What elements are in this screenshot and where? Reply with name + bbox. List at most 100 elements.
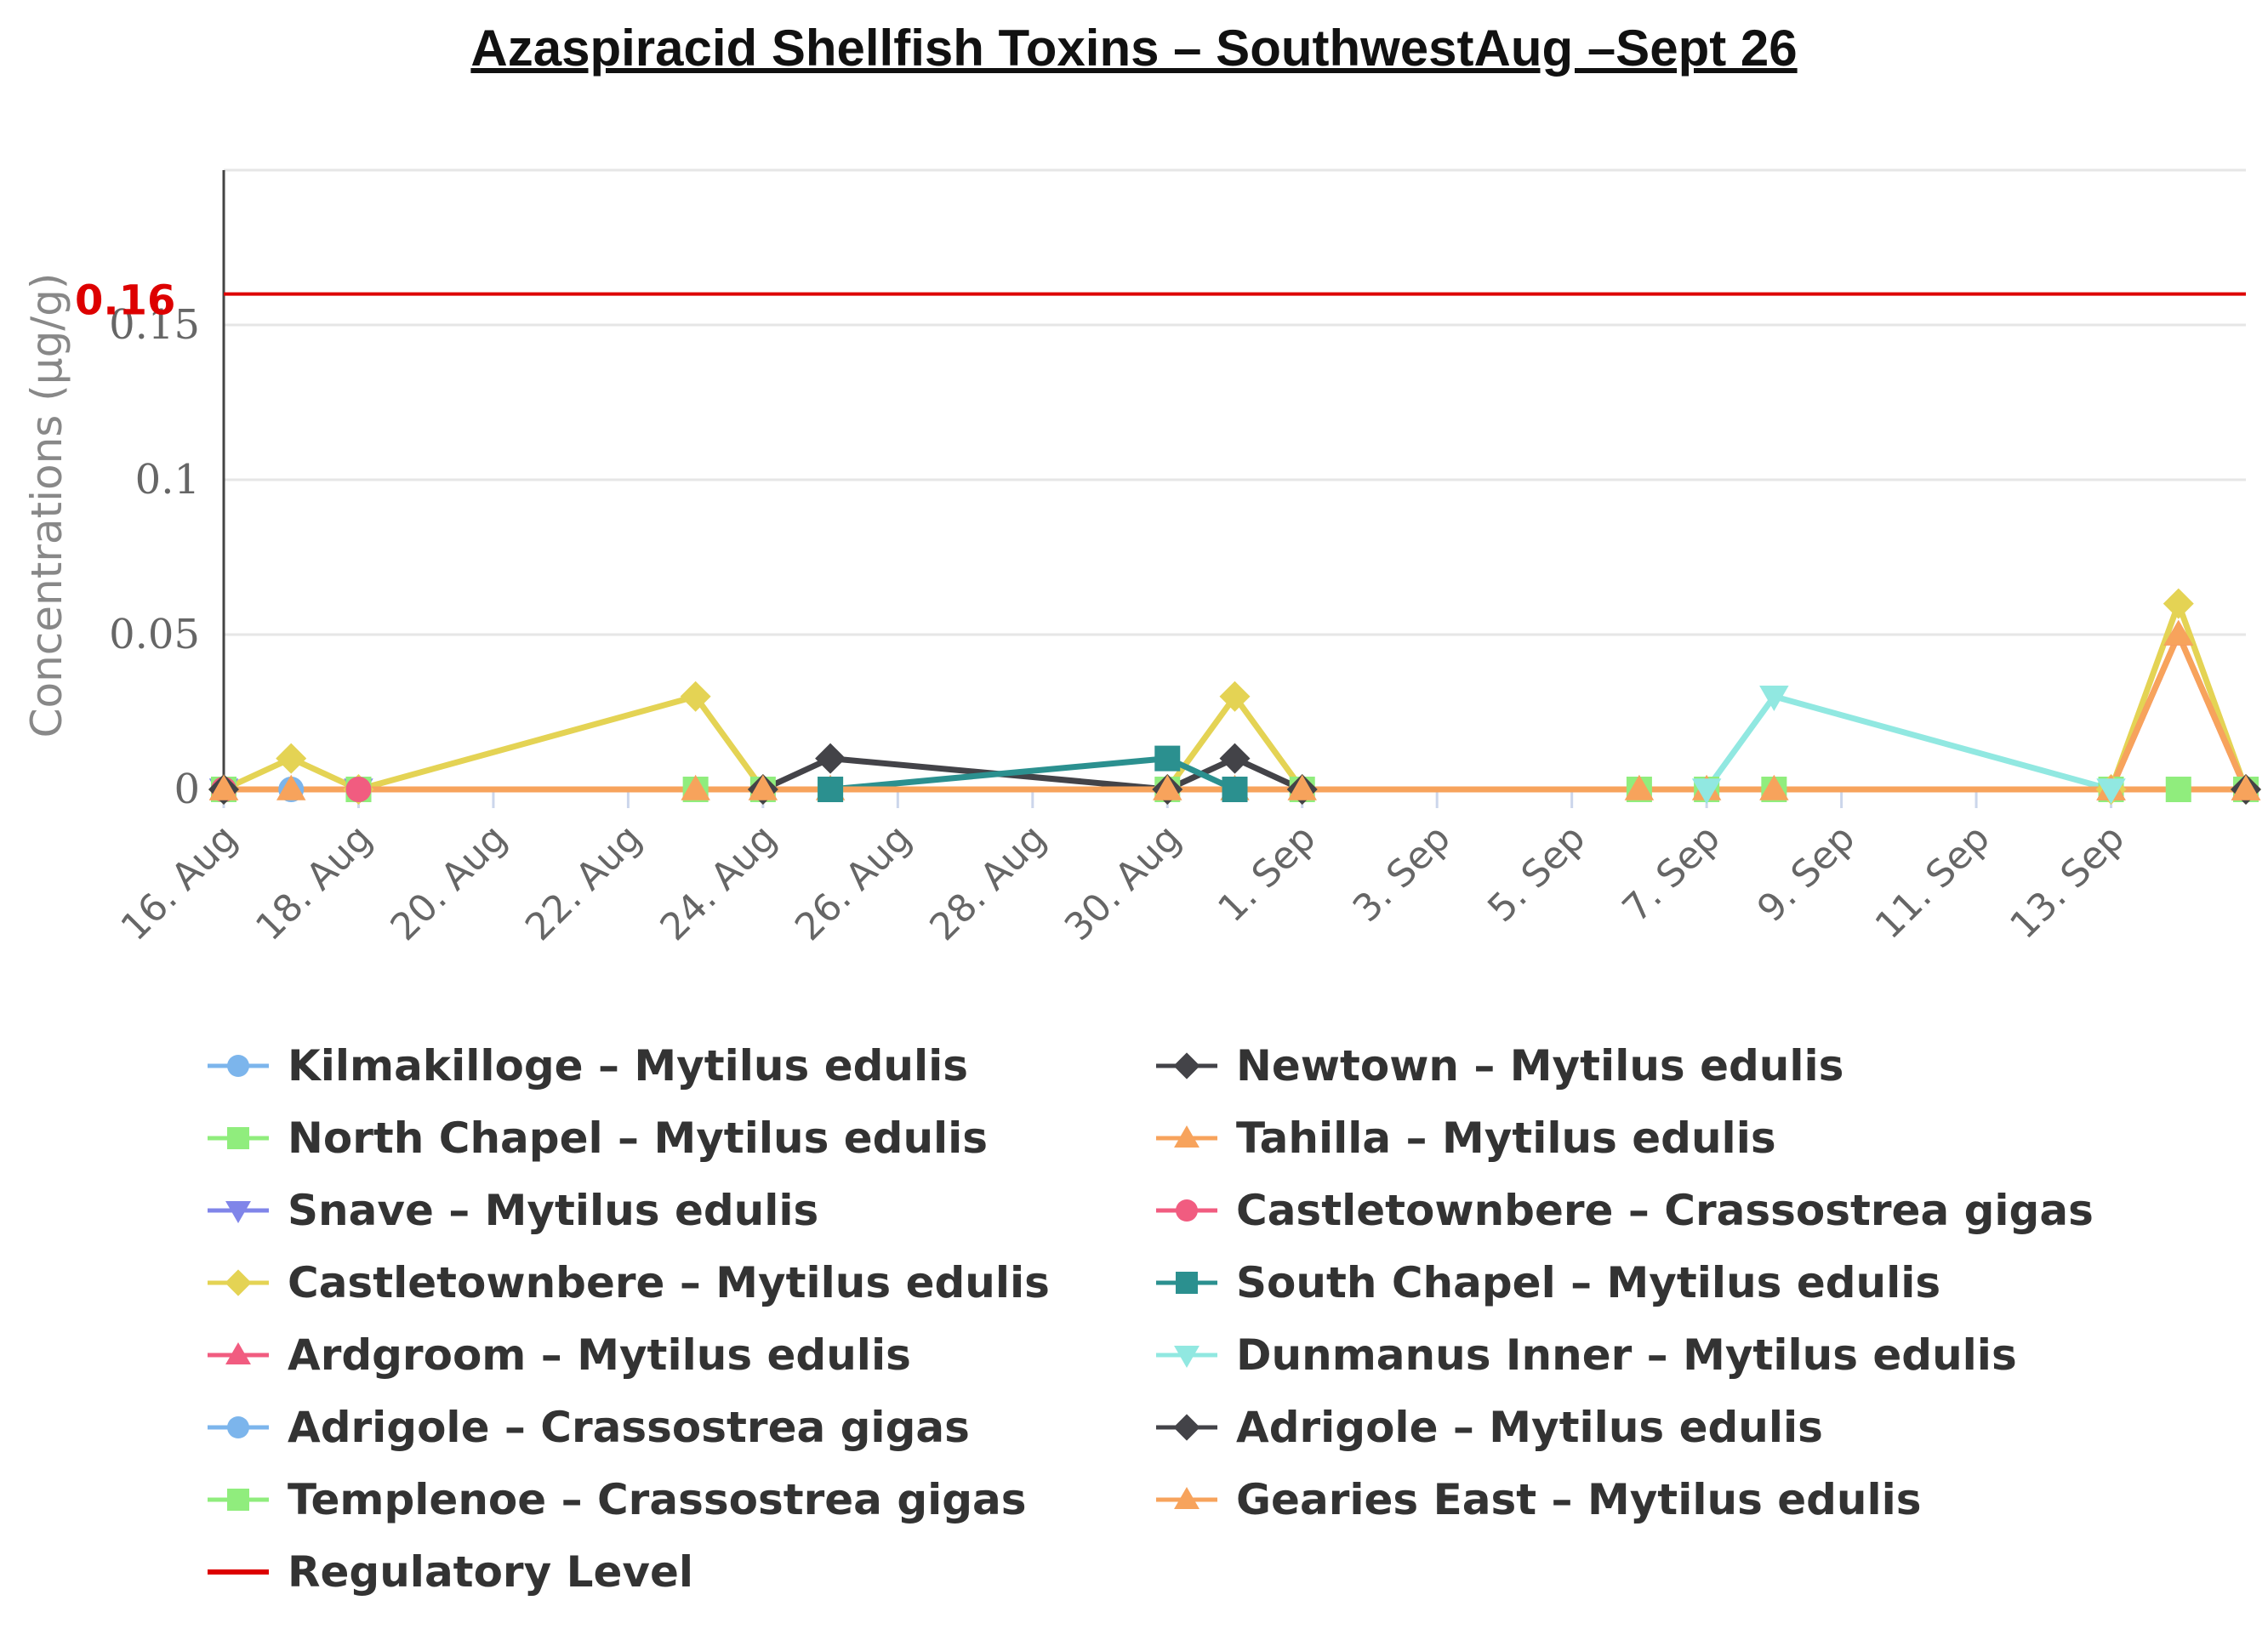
legend-item-south-chapel-mytilus-edulis[interactable]: South Chapel – Mytilus edulis (1153, 1246, 2088, 1319)
legend-marker-icon (1174, 1125, 1200, 1148)
legend-marker-icon (227, 1415, 249, 1438)
legend-symbol-icon (208, 1415, 269, 1438)
x-tick-label: 30. Aug (1057, 817, 1189, 949)
y-tick-label: 0.15 (109, 301, 200, 349)
y-axis-label: Concentrations (µg/g) (22, 273, 71, 738)
legend-symbol-icon (208, 1341, 269, 1364)
legend-item-templenoe-crassostrea-gigas[interactable]: Templenoe – Crassostrea gigas (204, 1463, 1140, 1535)
x-tick-label: 5. Sep (1479, 817, 1593, 931)
data-point-tahilla-mytilus-edulis (748, 774, 778, 800)
legend-marker-icon (225, 1268, 252, 1296)
legend-label: Gearies East – Mytilus edulis (1236, 1474, 1922, 1524)
y-tick-label: 0.1 (135, 456, 200, 504)
x-tick-label: 7. Sep (1615, 817, 1729, 931)
legend-symbol-icon (1156, 1199, 1217, 1222)
legend-label: Adrigole – Mytilus edulis (1236, 1402, 1823, 1452)
data-point-south-chapel-mytilus-edulis (818, 777, 844, 802)
legend-item-ardgroom-mytilus-edulis[interactable]: Ardgroom – Mytilus edulis (204, 1319, 1140, 1391)
data-point-tahilla-mytilus-edulis (1287, 774, 1317, 800)
data-point-newtown-mytilus-edulis (815, 743, 846, 774)
legend-marker-icon (1173, 1051, 1200, 1079)
legend-symbol-icon (208, 1054, 269, 1077)
x-tick-label: 9. Sep (1749, 817, 1863, 931)
data-point-tahilla-mytilus-edulis (2163, 619, 2194, 646)
data-point-tahilla-mytilus-edulis (681, 774, 710, 800)
legend-label: North Chapel – Mytilus edulis (288, 1113, 989, 1163)
legend-left-column: Kilmakilloge – Mytilus edulis North Chape… (204, 1029, 1140, 1608)
legend-marker-icon (1173, 1413, 1200, 1441)
legend-item-castletownbere-mytilus-edulis[interactable]: Castletownbere – Mytilus edulis (204, 1246, 1140, 1319)
legend-marker-icon (1174, 1486, 1200, 1509)
x-tick-label: 24. Aug (652, 817, 784, 949)
legend-symbol-icon (208, 1200, 269, 1223)
legend-item-castletownbere-crassostrea-gigas[interactable]: Castletownbere – Crassostrea gigas (1153, 1174, 2094, 1246)
data-point-tahilla-mytilus-edulis (1624, 774, 1655, 800)
legend-item-adrigole-mytilus-edulis[interactable]: Adrigole – Mytilus edulis (1153, 1391, 2088, 1463)
legend-item-dunmanus-inner-mytilus-edulis[interactable]: Dunmanus Inner – Mytilus edulis (1153, 1319, 2088, 1391)
x-tick-label: 18. Aug (248, 817, 380, 949)
legend-item-adrigole-crassostrea-gigas[interactable]: Adrigole – Crassostrea gigas (204, 1391, 1140, 1463)
legend-label: Ardgroom – Mytilus edulis (288, 1330, 911, 1380)
legend-item-gearies-east-mytilus-edulis[interactable]: Gearies East – Mytilus edulis (1153, 1463, 2088, 1535)
data-point-castletownbere-mytilus-edulis (276, 743, 307, 774)
legend-marker-icon (1176, 1271, 1198, 1294)
legend-symbol-icon (1156, 1345, 1217, 1368)
legend-right-column: Newtown – Mytilus edulis Tahilla – Mytilu… (1153, 1029, 2094, 1535)
legend-symbol-icon (1156, 1413, 1217, 1441)
legend-symbol-icon (208, 1488, 269, 1511)
gridlines (224, 168, 2246, 636)
legend-symbol-icon (208, 1569, 269, 1575)
data-point-south-chapel-mytilus-edulis (1154, 745, 1181, 772)
legend-label: Kilmakilloge – Mytilus edulis (288, 1040, 969, 1091)
regulatory-level-value-label: 0.16 (75, 277, 175, 325)
x-tick-label: 22. Aug (517, 817, 650, 949)
legend-symbol-icon (1156, 1051, 1217, 1079)
x-tick-label: 1. Sep (1210, 817, 1324, 931)
legend-label: Castletownbere – Crassostrea gigas (1236, 1185, 2094, 1235)
legend-label: Templenoe – Crassostrea gigas (288, 1474, 1027, 1524)
legend-item-snave-mytilus-edulis[interactable]: Snave – Mytilus edulis (204, 1174, 1140, 1246)
legend-item-kilmakilloge-mytilus-edulis[interactable]: Kilmakilloge – Mytilus edulis (204, 1029, 1140, 1102)
legend-item-north-chapel-mytilus-edulis[interactable]: North Chapel – Mytilus edulis (204, 1102, 1140, 1174)
legend-label: Tahilla – Mytilus edulis (1236, 1113, 1776, 1163)
data-point-tahilla-mytilus-edulis (276, 774, 306, 800)
data-point-gearies-east-mytilus-edulis (208, 774, 239, 800)
data-point-tahilla-mytilus-edulis (1153, 774, 1182, 800)
y-tick-label: 0 (174, 766, 200, 813)
data-point-dunmanus-inner-mytilus-edulis (1691, 778, 1722, 805)
x-tick-label: 28. Aug (921, 817, 1054, 949)
data-point-dunmanus-inner-mytilus-edulis (1759, 686, 1789, 712)
x-tick-label: 11. Sep (1867, 817, 1998, 948)
series-markers (208, 588, 2261, 805)
x-tick-label: 20. Aug (383, 817, 516, 949)
legend-marker-icon (227, 1054, 249, 1077)
y-tick-label: 0.05 (109, 611, 200, 658)
data-point-dunmanus-inner-mytilus-edulis (2096, 778, 2126, 805)
x-tick-label: 26. Aug (787, 817, 920, 949)
x-tick-label: 3. Sep (1345, 817, 1459, 931)
legend-marker-icon (225, 1200, 251, 1223)
legend-marker-icon (225, 1341, 251, 1364)
data-point-south-chapel-mytilus-edulis (1222, 777, 1248, 802)
series-line-dunmanus-inner-mytilus-edulis (1704, 693, 2112, 793)
legend-item-tahilla-mytilus-edulis[interactable]: Tahilla – Mytilus edulis (1153, 1102, 2088, 1174)
data-point-castletownbere-mytilus-edulis (2163, 588, 2194, 619)
chart-title: Azaspiracid Shellfish Toxins – Southwest… (470, 20, 1798, 77)
axes (222, 170, 2246, 808)
data-point-castletownbere-mytilus-edulis (1219, 681, 1251, 712)
legend-marker-icon (1174, 1345, 1200, 1368)
legend-label: Newtown – Mytilus edulis (1236, 1040, 1844, 1091)
data-point-castletownbere-crassostrea-gigas (345, 777, 372, 802)
legend-label: Dunmanus Inner – Mytilus edulis (1236, 1330, 2017, 1380)
legend-item-regulatory-level[interactable]: Regulatory Level (204, 1535, 1140, 1608)
legend-symbol-icon (1156, 1486, 1217, 1509)
legend-symbol-icon (1156, 1125, 1217, 1148)
series-lines (222, 292, 2249, 793)
legend-item-newtown-mytilus-edulis[interactable]: Newtown – Mytilus edulis (1153, 1029, 2088, 1102)
data-point-north-chapel-mytilus-edulis (2165, 777, 2191, 802)
series-line-ardgroom-mytilus-edulis (2108, 631, 2249, 791)
legend-marker-icon (1176, 1199, 1198, 1222)
data-point-gearies-east-mytilus-edulis (2231, 774, 2261, 800)
legend-marker-icon (227, 1488, 249, 1511)
